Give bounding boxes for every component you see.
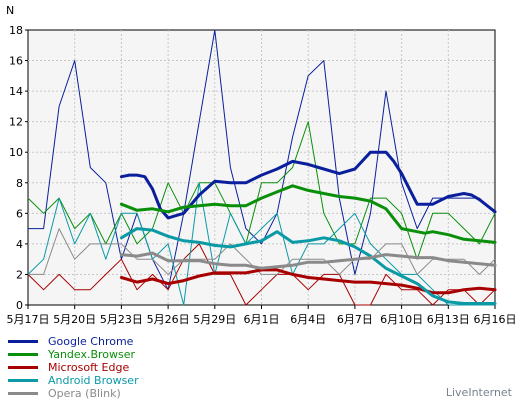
x-axis-ticks: 5月17日 5月20日 5月23日 5月26日 5月29日 6月1日 6月4日 6月7日 6月1… — [7, 305, 517, 326]
x-tick-label: 6月7日 — [337, 313, 373, 326]
y-tick-label: 4 — [16, 238, 23, 251]
legend-swatch — [8, 353, 38, 356]
y-tick-label: 8 — [16, 177, 23, 190]
series-average-yandex-browser — [119, 184, 497, 244]
x-tick-label: 5月20日 — [53, 313, 96, 326]
x-tick-label: 6月16日 — [474, 313, 517, 326]
legend-label: Microsoft Edge — [48, 361, 130, 374]
x-tick-label: 5月29日 — [193, 313, 236, 326]
y-tick-label: 14 — [9, 85, 23, 98]
average-series-lines — [119, 150, 497, 305]
legend-swatch — [8, 366, 38, 369]
legend-label: Yandex.Browser — [48, 348, 136, 361]
y-tick-label: 18 — [9, 24, 23, 37]
x-tick-label: 6月4日 — [290, 313, 326, 326]
y-tick-label: 0 — [16, 299, 23, 312]
series-average-microsoft-edge — [119, 268, 497, 295]
x-tick-label: 6月13日 — [427, 313, 470, 326]
chart-legend: Google Chrome Yandex.Browser Microsoft Edg… — [8, 335, 139, 400]
y-tick-label: 2 — [16, 268, 23, 281]
line-chart: 0 2 4 6 8 10 12 14 16 18 5月17日 5月20日 5月23日 5月26日 5月29… — [6, 4, 517, 326]
legend-item-android-browser: Android Browser — [8, 374, 139, 387]
series-average-opera-blink — [119, 251, 497, 270]
y-tick-label: 12 — [9, 116, 23, 129]
legend-item-microsoft-edge: Microsoft Edge — [8, 361, 139, 374]
x-tick-label: 6月10日 — [380, 313, 423, 326]
legend-item-yandex-browser: Yandex.Browser — [8, 348, 139, 361]
y-tick-label: 16 — [9, 55, 23, 68]
liveinternet-brand: LiveInternet — [445, 386, 512, 399]
x-tick-label: 5月17日 — [7, 313, 50, 326]
legend-item-google-chrome: Google Chrome — [8, 335, 139, 348]
series-average-android-browser — [119, 227, 497, 305]
series-daily-opera-blink — [28, 228, 496, 275]
series-daily-google-chrome — [28, 29, 496, 291]
legend-label: Google Chrome — [48, 335, 134, 348]
legend-item-opera-blink: Opera (Blink) — [8, 387, 139, 400]
x-tick-label: 5月23日 — [100, 313, 143, 326]
x-tick-label: 5月26日 — [147, 313, 190, 326]
y-tick-label: 6 — [16, 207, 23, 220]
legend-swatch — [8, 379, 38, 382]
legend-swatch — [8, 340, 38, 343]
y-tick-label: 10 — [9, 146, 23, 159]
legend-label: Android Browser — [48, 374, 139, 387]
y-axis-label: N — [6, 4, 14, 17]
y-axis-ticks: 0 2 4 6 8 10 12 14 16 18 — [9, 24, 28, 312]
legend-swatch — [8, 392, 38, 395]
x-tick-label: 6月1日 — [244, 313, 280, 326]
legend-label: Opera (Blink) — [48, 387, 121, 400]
